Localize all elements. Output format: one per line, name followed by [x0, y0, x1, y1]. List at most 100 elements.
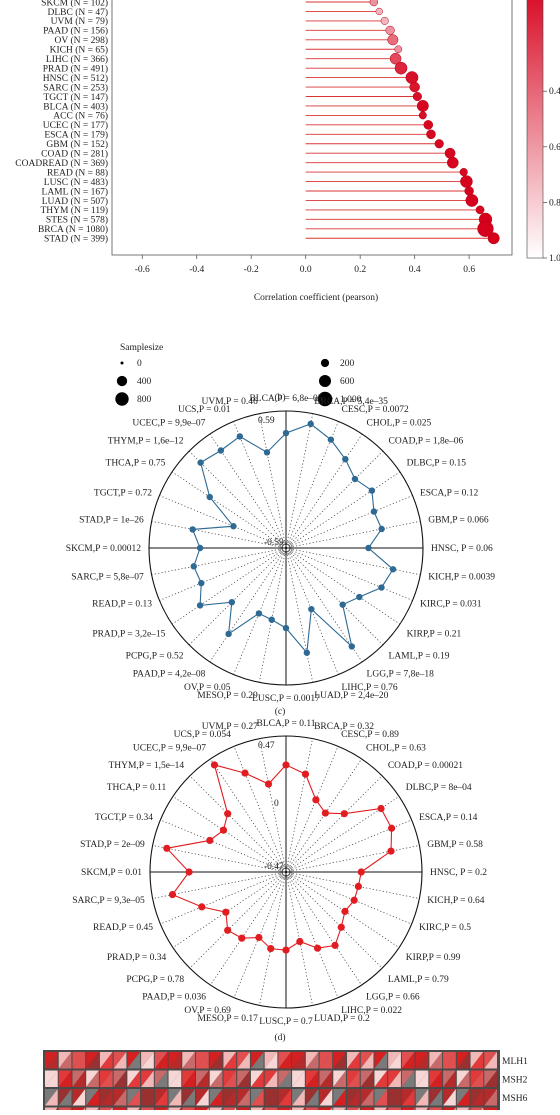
size-legend-label: 200: [340, 359, 355, 369]
heatmap-cell-upper: [99, 1052, 113, 1069]
heatmap-cell-upper: [223, 1070, 237, 1087]
heatmap-cell-lower: [141, 1070, 154, 1087]
heatmap-cell-lower: [86, 1070, 99, 1087]
radar-spoke: [285, 520, 421, 549]
heatmap-cell-upper: [182, 1089, 195, 1106]
radar-point: [378, 584, 385, 591]
radar-point: [228, 598, 236, 606]
heatmap-cell-upper: [196, 1052, 209, 1069]
colorbar-ticks: 0.4 0.6 0.8 1.0: [543, 87, 560, 264]
radar-point: [219, 826, 228, 834]
heatmap-cell-lower: [45, 1052, 58, 1069]
radar-spoke: [285, 433, 363, 549]
radar-category-label: COAD,P = 1,8e–06: [389, 436, 464, 446]
heatmap-cell-lower: [388, 1052, 401, 1069]
heatmap-cell-lower: [388, 1070, 401, 1087]
heatmap-cell-lower: [443, 1070, 456, 1087]
heatmap-cell-lower: [456, 1070, 470, 1087]
radar-category-label: CESC,P = 0.0072: [341, 405, 409, 415]
category-label: UCEC (N = 177): [43, 120, 108, 131]
heatmap-cell-lower: [470, 1089, 484, 1106]
lollipop-rows: SKCM (N = 102)DLBC (N = 47)UVM (N = 79)P…: [15, 0, 500, 245]
radar-series-line: [191, 423, 394, 655]
heatmap-cell-lower: [470, 1052, 484, 1069]
radar-spoke: [285, 547, 421, 576]
radar-point: [196, 602, 204, 609]
lollipop-point: [487, 232, 500, 245]
heatmap-cell-lower: [401, 1070, 415, 1087]
lollipop-point: [460, 175, 473, 188]
size-legend-title: Samplesize: [120, 343, 163, 353]
category-label: COAD (N = 281): [41, 149, 108, 160]
heatmap-cell-upper: [58, 1070, 72, 1087]
radar-spoke: [285, 871, 339, 998]
heatmap-cell-upper: [154, 1089, 168, 1106]
heatmap-cell-upper: [99, 1070, 113, 1087]
radar-spoke: [172, 796, 287, 873]
heatmap-cell-lower: [209, 1052, 223, 1069]
radar-point: [337, 923, 345, 931]
category-label: LAML (N = 167): [42, 186, 108, 197]
heatmap-cell-upper: [305, 1070, 319, 1087]
colorbar-tick-label: 1.0: [549, 254, 560, 264]
heatmap-cell-lower: [196, 1089, 209, 1106]
heatmap-cell-upper: [456, 1089, 470, 1106]
colorbar: [526, 0, 544, 259]
radar-spoke: [285, 871, 362, 986]
radar-spoke: [209, 433, 287, 549]
radar-spoke: [285, 421, 339, 549]
radar-point: [378, 525, 385, 533]
heatmap-cell-lower: [250, 1089, 264, 1106]
lollipop-point: [412, 91, 422, 102]
heatmap-cell-lower: [154, 1052, 168, 1069]
heatmap-cell-upper: [347, 1052, 360, 1069]
radar-point: [356, 593, 363, 601]
heatmap-cell-lower: [305, 1070, 319, 1087]
size-legend-label: 0: [137, 359, 142, 369]
radar-spoke: [171, 471, 287, 549]
radar-spoke: [210, 758, 287, 873]
radar-category-label: UCEC,P = 9,9e–07: [133, 743, 206, 753]
radar-point: [282, 761, 290, 769]
radar-spoke: [188, 547, 287, 646]
heatmap-cell-lower: [319, 1070, 333, 1087]
heatmap-cell-lower: [196, 1052, 209, 1069]
radar-spoke: [151, 520, 287, 549]
radar-category-label: PAAD,P = 0.036: [142, 993, 206, 1003]
heatmap-cell-lower: [154, 1070, 168, 1087]
radar-category-label: UCS,P = 0.01: [178, 405, 231, 415]
radar-spoke: [285, 471, 401, 549]
heatmap-cell-lower: [223, 1052, 237, 1069]
lollipop-point: [387, 34, 399, 46]
heatmap-cell-lower: [360, 1052, 374, 1069]
radar-point: [350, 896, 358, 904]
radar-min-label: -0.59: [264, 538, 284, 548]
radar-category-label: BRCA,P = 5,4e–35: [314, 397, 388, 407]
radar-spoke: [285, 547, 401, 625]
heatmap-cell-upper: [99, 1089, 113, 1106]
radar-spoke: [152, 845, 287, 873]
radar-category-label: TGCT,P = 0.34: [95, 813, 153, 823]
heatmap-cell-lower: [278, 1052, 292, 1069]
heatmap-cell-lower: [45, 1070, 58, 1087]
heatmap-cell-upper: [72, 1052, 86, 1069]
heatmap-cell-lower: [154, 1089, 168, 1106]
x-tick-label: 0.0: [300, 265, 312, 275]
radar-point: [168, 890, 177, 899]
heatmap-cell-lower: [401, 1052, 415, 1069]
x-tick-label: -0.4: [189, 265, 204, 275]
category-label: UVM (N = 79): [51, 16, 108, 27]
heatmap-cell-upper: [196, 1089, 209, 1106]
radar-category-label: KIRP,P = 0.99: [406, 953, 461, 963]
radar-point: [222, 908, 230, 916]
size-legend-items: 0 400 800 200 600 1.000: [115, 358, 362, 407]
heatmap-cell-lower: [278, 1089, 292, 1106]
x-axis-ticks: -0.6 -0.4 -0.2 0.0 0.2 0.4 0.6: [135, 255, 475, 275]
heatmap-cell-upper: [58, 1089, 72, 1106]
size-legend-dot: [120, 361, 124, 365]
lollipop-point: [416, 100, 429, 112]
lollipop-point: [447, 156, 459, 169]
radar-category-label: PRAD,P = 3,2e–15: [92, 630, 165, 640]
size-legend: Samplesize 0 400 800 200 600 1.000: [115, 343, 362, 407]
